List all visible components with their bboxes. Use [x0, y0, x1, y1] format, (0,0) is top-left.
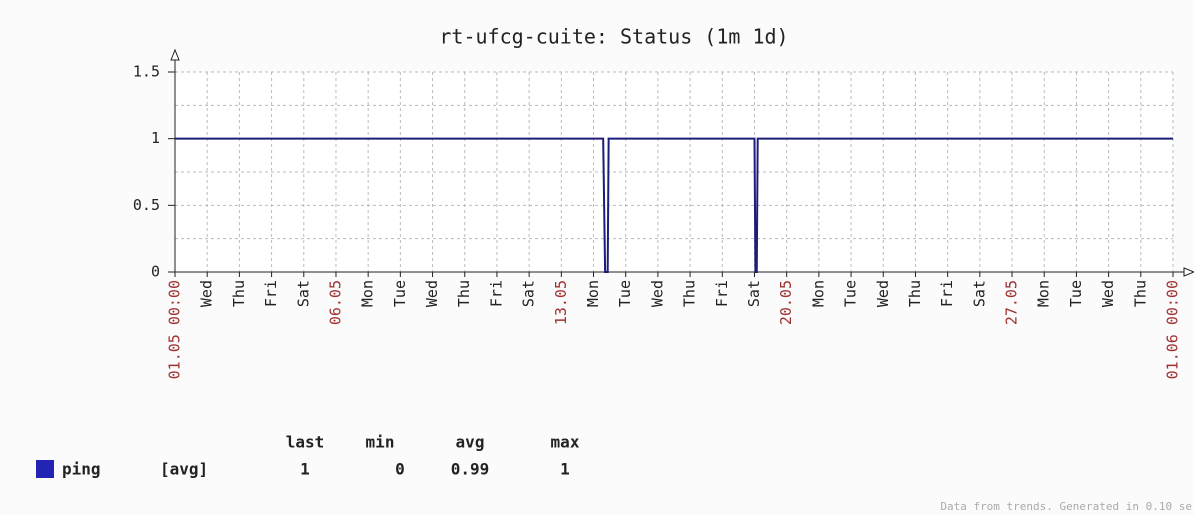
legend-column: min: [366, 433, 395, 452]
x-tick-label: Sat: [970, 280, 988, 307]
x-tick-label: Thu: [455, 280, 473, 307]
footer: Data from trends. Generated in 0.10 se: [940, 500, 1192, 513]
x-tick-label: Mon: [584, 280, 602, 307]
x-axis-arrow: [1183, 267, 1194, 277]
x-tick-label: Thu: [1131, 280, 1149, 307]
x-tick-label: 27.05: [1003, 280, 1021, 325]
x-tick-label: Thu: [681, 280, 699, 307]
x-tick-label: Wed: [198, 280, 216, 307]
x-tick-label: Wed: [648, 280, 666, 307]
y-tick-label: 1.5: [133, 63, 160, 81]
legend-stat: 0: [395, 460, 405, 479]
y-tick-label: 1: [151, 129, 160, 147]
x-tick-label: Mon: [1035, 280, 1053, 307]
legend-column: avg: [456, 433, 485, 452]
legend-function: [avg]: [160, 460, 208, 479]
legend-column: max: [551, 433, 580, 452]
legend-stat: 1: [560, 460, 570, 479]
x-tick-label: Tue: [1067, 280, 1085, 307]
x-tick-label: Fri: [713, 280, 731, 307]
x-tick-label: Tue: [842, 280, 860, 307]
series-line: [175, 137, 1173, 273]
x-tick-label: Mon: [809, 280, 827, 307]
x-tick-label: Thu: [230, 280, 248, 307]
legend-column: last: [286, 433, 325, 452]
x-tick-label: 20.05: [777, 280, 795, 325]
x-tick-label: Wed: [1099, 280, 1117, 307]
x-tick-label: Tue: [616, 280, 634, 307]
x-tick-label: Fri: [487, 280, 505, 307]
legend-name: ping: [62, 460, 101, 479]
y-tick-label: 0: [151, 263, 160, 281]
x-tick-label: Fri: [938, 280, 956, 307]
marks: [175, 137, 1173, 273]
x-tick-label: Fri: [262, 280, 280, 307]
legend-stat: 0.99: [451, 460, 490, 479]
x-tick-label: Mon: [359, 280, 377, 307]
x-tick-label: 01.05 00:00: [166, 280, 184, 379]
legend-swatch: [36, 460, 54, 478]
x-tick-label: Tue: [391, 280, 409, 307]
x-tick-label: 13.05: [552, 280, 570, 325]
x-tick-label: Sat: [745, 280, 763, 307]
y-tick-label: 0.5: [133, 196, 160, 214]
chart-title: rt-ufcg-cuite: Status (1m 1d): [439, 25, 788, 49]
x-tick-label: 06.05: [326, 280, 344, 325]
y-axis-arrow: [170, 48, 180, 61]
x-tick-label: 01.06 00:00: [1164, 280, 1182, 379]
x-tick-label: Thu: [906, 280, 924, 307]
x-tick-label: Sat: [520, 280, 538, 307]
x-tick-label: Sat: [294, 280, 312, 307]
legend-stat: 1: [300, 460, 310, 479]
x-tick-label: Wed: [874, 280, 892, 307]
x-tick-label: Wed: [423, 280, 441, 307]
